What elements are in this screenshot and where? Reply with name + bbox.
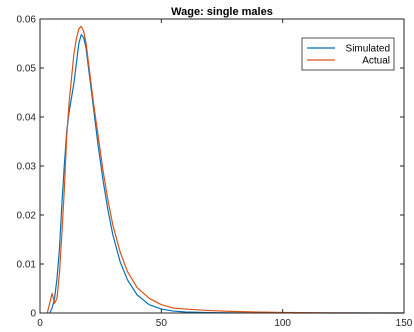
y-tick-label: 0.03	[17, 162, 37, 173]
axes: 0 50 100 150 0 0.01 0.02 0.03 0.04 0.05 0.06	[17, 15, 413, 330]
y-tick-label: 0.02	[17, 211, 37, 222]
y-tick-label: 0.05	[17, 64, 37, 75]
x-tick-label: 50	[156, 318, 168, 329]
y-tick-label: 0.04	[17, 113, 37, 124]
series-line-actual	[46, 25, 405, 314]
x-tick-label: 150	[396, 318, 413, 329]
legend-label-simulated: Simulated	[346, 44, 390, 55]
y-tick-label: 0	[30, 309, 36, 320]
series-line-simulated	[49, 34, 404, 314]
chart-title: Wage: single males	[171, 6, 273, 18]
x-tick-label: 100	[274, 318, 291, 329]
legend-box	[301, 37, 395, 71]
x-tick-label: 0	[37, 318, 43, 329]
legend-label-actual: Actual	[362, 56, 390, 67]
y-tick-label: 0.06	[17, 15, 37, 26]
y-tick-label: 0.01	[17, 260, 37, 271]
plot-area	[46, 25, 405, 314]
